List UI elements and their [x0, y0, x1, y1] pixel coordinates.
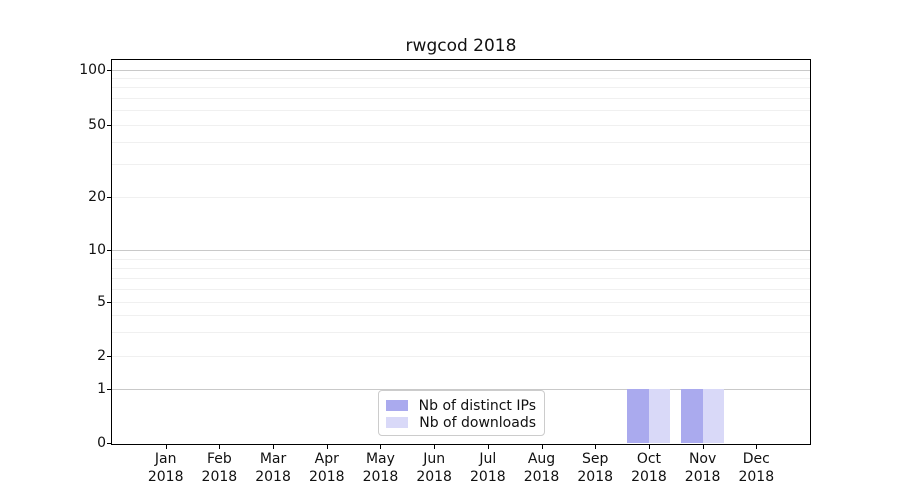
y-tick-mark-20	[107, 197, 111, 198]
gridline-minor-5	[112, 301, 810, 303]
x-tick-label-sep: Sep 2018	[577, 451, 614, 485]
gridline-minor-70	[112, 97, 810, 99]
gridline-minor-60	[112, 110, 810, 111]
x-tick-mark-mar	[273, 445, 275, 449]
gridline-major-100	[112, 70, 810, 71]
y-tick-mark-5	[107, 301, 111, 303]
bar-nov-downloads	[702, 389, 725, 443]
y-tick-label-10: 10	[88, 241, 106, 258]
legend-label-downloads: Nb of downloads	[419, 414, 536, 431]
gridline-minor-30	[112, 164, 810, 165]
gridline-major-10	[112, 249, 810, 251]
x-tick-label-may: May 2018	[362, 451, 399, 485]
x-tick-mark-oct	[648, 445, 650, 449]
x-tick-label-oct: Oct 2018	[631, 451, 667, 485]
x-tick-mark-aug	[541, 445, 543, 449]
gridline-minor-20	[112, 197, 810, 198]
legend-label-distinct-ips: Nb of distinct IPs	[418, 397, 536, 414]
y-tick-mark-0	[107, 443, 111, 444]
gridline-minor-3	[112, 332, 810, 333]
x-tick-mark-jul	[487, 445, 489, 449]
y-tick-label-20: 20	[88, 189, 106, 205]
gridline-minor-9	[112, 258, 810, 260]
legend: Nb of distinct IPs Nb of downloads	[378, 390, 545, 436]
x-tick-mark-nov	[702, 445, 704, 449]
x-tick-label-mar: Mar 2018	[255, 451, 291, 485]
y-tick-mark-100	[107, 70, 111, 71]
gridline-minor-40	[112, 142, 810, 143]
y-tick-label-50: 50	[88, 116, 106, 133]
chart-title: rwgcod 2018	[405, 36, 517, 56]
y-tick-mark-50	[107, 124, 111, 126]
gridline-minor-6	[112, 288, 810, 290]
x-tick-label-jun: Jun 2018	[416, 451, 452, 485]
bar-oct-distinct-ips	[627, 389, 649, 443]
bar-oct-downloads	[648, 389, 671, 443]
x-tick-mark-jun	[434, 445, 436, 449]
x-tick-label-jan: Jan 2018	[147, 451, 184, 485]
y-tick-label-2: 2	[97, 347, 106, 364]
legend-swatch-downloads-icon	[386, 417, 409, 428]
bar-nov-distinct-ips	[681, 389, 703, 443]
gridline-minor-8	[112, 268, 810, 269]
legend-swatch-distinct-ips-icon	[386, 400, 408, 411]
y-tick-mark-10	[107, 249, 111, 251]
gridline-minor-80	[112, 87, 810, 88]
x-tick-mark-feb	[219, 445, 221, 449]
y-tick-mark-2	[107, 355, 111, 357]
gridline-major-1	[112, 389, 810, 390]
legend-item-distinct-ips: Nb of distinct IPs	[386, 397, 536, 414]
x-tick-label-feb: Feb 2018	[201, 451, 238, 485]
y-tick-label-5: 5	[97, 293, 106, 310]
gridline-minor-90	[112, 78, 810, 79]
y-tick-label-100: 100	[79, 62, 106, 78]
y-tick-label-1: 1	[97, 381, 106, 397]
x-tick-label-aug: Aug 2018	[523, 451, 560, 485]
x-tick-mark-apr	[326, 445, 328, 449]
x-tick-mark-sep	[595, 445, 597, 449]
gridline-minor-2	[112, 355, 810, 357]
x-tick-mark-jan	[165, 445, 167, 449]
legend-item-downloads: Nb of downloads	[386, 414, 536, 431]
x-tick-label-jul: Jul 2018	[470, 451, 506, 485]
gridline-minor-7	[112, 278, 810, 279]
plot-area: Nb of distinct IPs Nb of downloads	[111, 59, 811, 445]
x-tick-label-apr: Apr 2018	[308, 451, 345, 485]
y-tick-label-0: 0	[97, 435, 106, 451]
gridline-minor-4	[112, 315, 810, 316]
x-tick-mark-dec	[756, 445, 758, 449]
y-tick-mark-1	[107, 389, 111, 390]
x-tick-label-nov: Nov 2018	[684, 451, 721, 485]
x-tick-label-dec: Dec 2018	[738, 451, 775, 485]
gridline-minor-50	[112, 124, 810, 126]
x-tick-mark-may	[380, 445, 382, 449]
